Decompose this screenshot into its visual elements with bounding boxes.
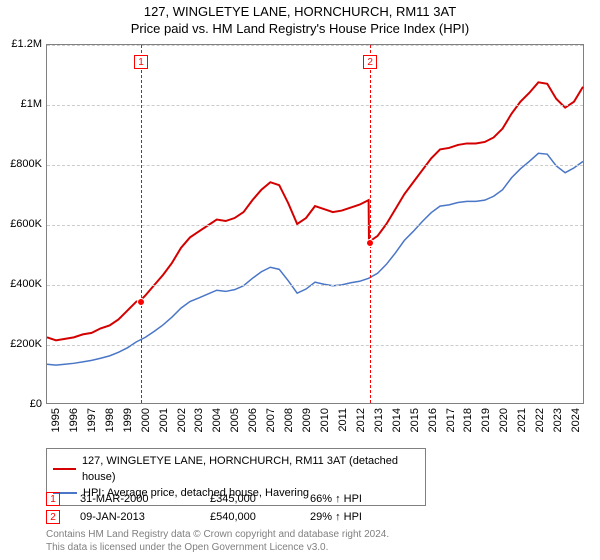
x-tick-label: 2010 bbox=[319, 408, 331, 432]
x-tick-label: 2017 bbox=[445, 408, 457, 432]
gridline-h bbox=[47, 285, 583, 286]
gridline-h bbox=[47, 45, 583, 46]
title-main: 127, WINGLETYE LANE, HORNCHURCH, RM11 3A… bbox=[0, 4, 600, 19]
series-line bbox=[47, 153, 583, 365]
y-tick-label: £400K bbox=[10, 278, 42, 290]
x-tick-label: 2005 bbox=[229, 408, 241, 432]
copyright-line: This data is licensed under the Open Gov… bbox=[46, 541, 566, 554]
x-tick-label: 2014 bbox=[391, 408, 403, 432]
chart-lines-svg bbox=[47, 45, 583, 403]
x-tick-label: 2009 bbox=[301, 408, 313, 432]
x-tick-label: 2003 bbox=[193, 408, 205, 432]
x-tick-label: 2006 bbox=[247, 408, 259, 432]
event-marker-icon: 2 bbox=[363, 55, 377, 69]
y-tick-label: £200K bbox=[10, 338, 42, 350]
event-marker-icon: 2 bbox=[46, 510, 60, 524]
x-tick-label: 1996 bbox=[68, 408, 80, 432]
event-marker-icon: 1 bbox=[134, 55, 148, 69]
gridline-h bbox=[47, 105, 583, 106]
x-tick-label: 2001 bbox=[158, 408, 170, 432]
x-tick-label: 2015 bbox=[409, 408, 421, 432]
x-tick-label: 2013 bbox=[373, 408, 385, 432]
event-price: £540,000 bbox=[210, 511, 290, 523]
event-date: 31-MAR-2000 bbox=[80, 493, 190, 505]
event-row: 2 09-JAN-2013 £540,000 29% ↑ HPI bbox=[46, 508, 390, 526]
x-tick-label: 1998 bbox=[104, 408, 116, 432]
chart-plot-area: 12 bbox=[46, 44, 584, 404]
event-hpi: 29% ↑ HPI bbox=[310, 511, 390, 523]
copyright-text: Contains HM Land Registry data © Crown c… bbox=[46, 528, 566, 554]
y-tick-label: £0 bbox=[30, 398, 42, 410]
x-tick-label: 2000 bbox=[140, 408, 152, 432]
x-tick-label: 2007 bbox=[265, 408, 277, 432]
event-hpi: 66% ↑ HPI bbox=[310, 493, 390, 505]
x-tick-label: 2002 bbox=[176, 408, 188, 432]
x-tick-label: 2008 bbox=[283, 408, 295, 432]
y-tick-label: £1M bbox=[21, 98, 42, 110]
chart-container: 127, WINGLETYE LANE, HORNCHURCH, RM11 3A… bbox=[0, 0, 600, 560]
x-tick-label: 2024 bbox=[570, 408, 582, 432]
gridline-h bbox=[47, 225, 583, 226]
event-vertical-line bbox=[141, 45, 142, 403]
x-tick-label: 2018 bbox=[462, 408, 474, 432]
x-tick-label: 2004 bbox=[211, 408, 223, 432]
titles: 127, WINGLETYE LANE, HORNCHURCH, RM11 3A… bbox=[0, 0, 600, 36]
x-tick-label: 2023 bbox=[552, 408, 564, 432]
copyright-line: Contains HM Land Registry data © Crown c… bbox=[46, 528, 566, 541]
events-table: 1 31-MAR-2000 £345,000 66% ↑ HPI 2 09-JA… bbox=[46, 490, 390, 526]
y-tick-label: £1.2M bbox=[11, 38, 42, 50]
legend-swatch bbox=[53, 468, 76, 470]
x-tick-label: 2019 bbox=[480, 408, 492, 432]
event-dot-icon bbox=[137, 298, 145, 306]
series-line bbox=[47, 82, 583, 340]
x-tick-label: 1997 bbox=[86, 408, 98, 432]
legend-row: 127, WINGLETYE LANE, HORNCHURCH, RM11 3A… bbox=[53, 453, 419, 485]
x-tick-label: 2016 bbox=[427, 408, 439, 432]
event-dot-icon bbox=[366, 239, 374, 247]
event-price: £345,000 bbox=[210, 493, 290, 505]
event-marker-icon: 1 bbox=[46, 492, 60, 506]
event-row: 1 31-MAR-2000 £345,000 66% ↑ HPI bbox=[46, 490, 390, 508]
gridline-h bbox=[47, 345, 583, 346]
x-tick-label: 1999 bbox=[122, 408, 134, 432]
x-tick-label: 2012 bbox=[355, 408, 367, 432]
x-tick-label: 1995 bbox=[50, 408, 62, 432]
y-tick-label: £800K bbox=[10, 158, 42, 170]
event-date: 09-JAN-2013 bbox=[80, 511, 190, 523]
x-tick-label: 2022 bbox=[534, 408, 546, 432]
gridline-h bbox=[47, 165, 583, 166]
event-vertical-line bbox=[370, 45, 371, 403]
title-sub: Price paid vs. HM Land Registry's House … bbox=[0, 21, 600, 36]
x-tick-label: 2021 bbox=[516, 408, 528, 432]
y-tick-label: £600K bbox=[10, 218, 42, 230]
x-tick-label: 2020 bbox=[498, 408, 510, 432]
legend-label: 127, WINGLETYE LANE, HORNCHURCH, RM11 3A… bbox=[82, 453, 419, 485]
x-tick-label: 2011 bbox=[337, 408, 349, 432]
